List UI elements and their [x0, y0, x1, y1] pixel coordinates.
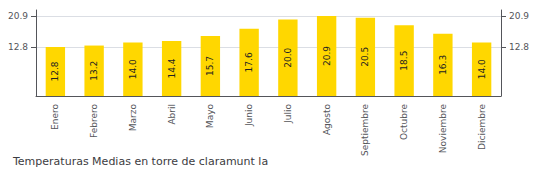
svg-text:14.0: 14.0	[128, 59, 138, 79]
svg-text:20.9: 20.9	[322, 46, 332, 66]
svg-text:Julio: Julio	[283, 104, 293, 124]
svg-text:13.2: 13.2	[89, 61, 99, 81]
svg-text:Octubre: Octubre	[399, 104, 409, 140]
svg-text:20.5: 20.5	[360, 47, 370, 67]
svg-text:Diciembre: Diciembre	[477, 104, 487, 150]
svg-text:Enero: Enero	[50, 104, 60, 130]
svg-text:Agosto: Agosto	[322, 104, 332, 136]
svg-text:Septiembre: Septiembre	[360, 104, 370, 157]
svg-text:18.5: 18.5	[399, 51, 409, 71]
svg-text:12.8: 12.8	[509, 42, 529, 52]
svg-text:12.8: 12.8	[50, 61, 60, 81]
svg-text:14.4: 14.4	[167, 58, 177, 78]
svg-text:Noviembre: Noviembre	[438, 104, 448, 154]
svg-text:Abril: Abril	[167, 104, 177, 125]
svg-text:20.9: 20.9	[8, 11, 28, 21]
svg-text:17.6: 17.6	[244, 52, 254, 72]
svg-text:14.0: 14.0	[477, 59, 487, 79]
svg-text:Junio: Junio	[244, 104, 254, 128]
svg-text:15.7: 15.7	[205, 56, 215, 76]
svg-text:Mayo: Mayo	[205, 104, 215, 129]
svg-text:Febrero: Febrero	[89, 104, 99, 138]
svg-text:20.0: 20.0	[283, 47, 293, 67]
svg-text:Marzo: Marzo	[128, 104, 138, 132]
svg-text:Temperaturas Medias en torre d: Temperaturas Medias en torre de claramun…	[12, 155, 268, 168]
svg-text:12.8: 12.8	[8, 42, 28, 52]
svg-text:20.9: 20.9	[509, 11, 529, 21]
svg-text:16.3: 16.3	[438, 55, 448, 75]
